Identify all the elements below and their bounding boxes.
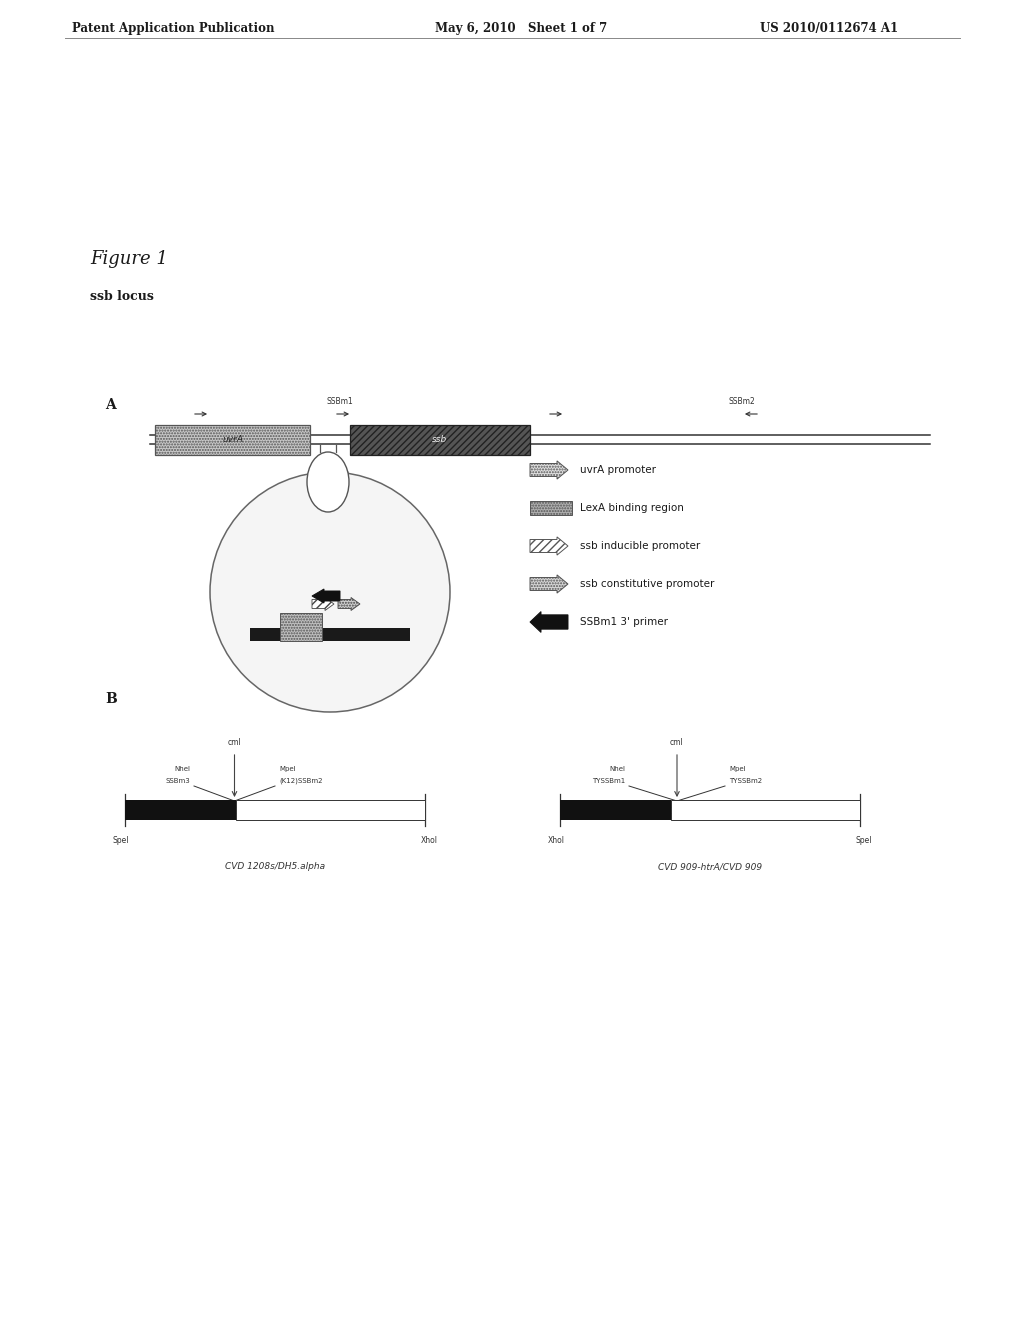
Text: TYSSBm2: TYSSBm2: [729, 777, 762, 784]
Bar: [671, 800, 860, 820]
Bar: [280, 612, 322, 640]
Bar: [236, 800, 425, 820]
FancyArrow shape: [338, 598, 360, 610]
Text: MpeI: MpeI: [279, 766, 296, 772]
FancyArrow shape: [530, 611, 568, 632]
FancyArrow shape: [530, 537, 568, 556]
Text: ssb: ssb: [432, 436, 447, 445]
Text: uvrA promoter: uvrA promoter: [580, 465, 656, 475]
Text: cml: cml: [227, 738, 242, 747]
Bar: [155, 425, 310, 455]
Text: ssb inducible promoter: ssb inducible promoter: [580, 541, 700, 550]
Text: (K12)SSBm2: (K12)SSBm2: [279, 777, 323, 784]
Text: SpeI: SpeI: [113, 836, 129, 845]
Text: XhoI: XhoI: [548, 836, 564, 845]
Text: uvrA: uvrA: [222, 436, 243, 445]
Text: MpeI: MpeI: [729, 766, 745, 772]
Text: ssb locus: ssb locus: [90, 290, 154, 304]
Bar: [250, 627, 410, 640]
Text: May 6, 2010   Sheet 1 of 7: May 6, 2010 Sheet 1 of 7: [435, 22, 607, 36]
Text: A: A: [105, 399, 116, 412]
Text: CVD 1208s/DH5.alpha: CVD 1208s/DH5.alpha: [225, 862, 325, 871]
Text: XhoI: XhoI: [421, 836, 437, 845]
Ellipse shape: [307, 451, 349, 512]
Text: SSBm2: SSBm2: [729, 397, 756, 407]
Text: US 2010/0112674 A1: US 2010/0112674 A1: [760, 22, 898, 36]
Bar: [350, 425, 530, 455]
Bar: [125, 800, 236, 820]
Text: Patent Application Publication: Patent Application Publication: [72, 22, 274, 36]
Bar: [530, 502, 572, 515]
Text: B: B: [105, 692, 117, 706]
Text: ssb constitutive promoter: ssb constitutive promoter: [580, 579, 715, 589]
FancyArrow shape: [312, 589, 340, 603]
FancyArrow shape: [312, 598, 334, 610]
Text: SpeI: SpeI: [856, 836, 872, 845]
Text: cml: cml: [670, 738, 684, 747]
Text: SSBm3: SSBm3: [165, 777, 190, 784]
Text: NheI: NheI: [174, 766, 190, 772]
Circle shape: [210, 473, 450, 711]
FancyArrow shape: [530, 576, 568, 593]
Text: TYSSBm1: TYSSBm1: [592, 777, 625, 784]
FancyArrow shape: [530, 461, 568, 479]
Text: LexA binding region: LexA binding region: [580, 503, 684, 513]
Text: SSBm1 3' primer: SSBm1 3' primer: [580, 616, 668, 627]
Text: CVD 909-htrA/CVD 909: CVD 909-htrA/CVD 909: [658, 862, 762, 871]
Text: NheI: NheI: [609, 766, 625, 772]
Text: SSBm1: SSBm1: [327, 397, 353, 407]
Bar: [560, 800, 671, 820]
Text: Figure 1: Figure 1: [90, 249, 168, 268]
